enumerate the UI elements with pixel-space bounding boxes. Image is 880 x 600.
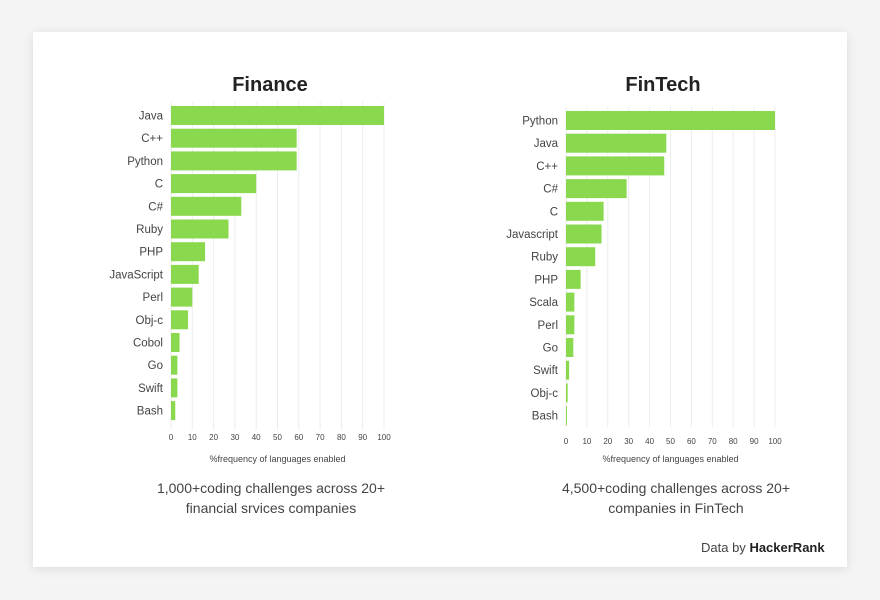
fintech-category-label: Javascript — [506, 229, 559, 241]
fintech-x-tick-label: 80 — [729, 437, 738, 446]
fintech-x-tick-label: 30 — [624, 437, 633, 446]
finance-bar — [171, 287, 193, 307]
fintech-bar — [566, 133, 667, 153]
fintech-bar — [566, 360, 570, 380]
fintech-bar — [566, 179, 627, 199]
fintech-bar-chart: 0 10 20 30 40 50 60 70 80 90 100 Python Java C++ C# C Ja… — [506, 107, 782, 464]
fintech-x-axis-title: %frequency of languages enabled — [602, 454, 738, 464]
finance-x-axis-title: %frequency of languages enabled — [209, 454, 345, 464]
fintech-x-tick-label: 90 — [750, 437, 759, 446]
fintech-x-tick-label: 20 — [603, 437, 612, 446]
fintech-x-tick-label: 100 — [768, 437, 782, 446]
fintech-category-label: Java — [534, 138, 559, 150]
finance-category-label: Java — [139, 111, 164, 123]
finance-category-label: Perl — [143, 292, 163, 304]
finance-category-label: C++ — [141, 133, 163, 145]
fintech-category-label: Ruby — [531, 252, 558, 264]
fintech-bar — [566, 156, 665, 176]
fintech-x-tick-label: 50 — [666, 437, 675, 446]
fintech-bar — [566, 292, 575, 312]
fintech-x-tick-label: 0 — [564, 437, 569, 446]
fintech-bar — [566, 111, 775, 130]
finance-caption: 1,000+coding challenges across 20+ finan… — [121, 478, 421, 518]
fintech-category-label: Go — [543, 343, 558, 355]
finance-x-tick-label: 50 — [273, 433, 282, 442]
finance-category-label: JavaScript — [109, 269, 163, 281]
finance-category-label: Python — [127, 156, 163, 168]
fintech-bar — [566, 315, 575, 335]
finance-chart-title: Finance — [232, 74, 308, 96]
data-credit: Data by HackerRank — [701, 540, 825, 555]
fintech-caption-line-1: 4,500+coding challenges across 20+ — [561, 480, 791, 496]
fintech-category-label: C# — [543, 184, 558, 196]
finance-bar — [171, 106, 384, 125]
finance-bar — [171, 310, 189, 330]
credit-brand: HackerRank — [749, 540, 825, 555]
fintech-bar — [566, 201, 604, 221]
finance-x-tick-label: 0 — [169, 433, 174, 442]
finance-x-tick-label: 10 — [188, 433, 197, 442]
fintech-x-tick-label: 70 — [708, 437, 717, 446]
finance-x-tick-label: 100 — [377, 433, 391, 442]
finance-category-label: PHP — [139, 247, 163, 259]
fintech-category-label: Scala — [529, 297, 558, 309]
finance-category-label: C — [155, 179, 163, 191]
finance-category-label: Swift — [138, 383, 164, 395]
finance-category-label: C# — [148, 201, 163, 213]
finance-bar — [171, 151, 297, 171]
finance-bar — [171, 264, 199, 284]
finance-bar — [171, 401, 176, 421]
finance-x-tick-label: 70 — [316, 433, 325, 442]
finance-x-tick-label: 60 — [294, 433, 303, 442]
fintech-bar — [566, 383, 568, 403]
finance-x-tick-label: 40 — [252, 433, 261, 442]
fintech-bar — [566, 406, 567, 426]
finance-category-label: Cobol — [133, 338, 163, 350]
finance-bar — [171, 219, 229, 239]
fintech-category-label: Python — [522, 116, 558, 128]
finance-bar — [171, 333, 180, 352]
finance-bar — [171, 242, 206, 262]
finance-x-tick-label: 90 — [358, 433, 367, 442]
fintech-x-tick-label: 10 — [582, 437, 591, 446]
finance-caption-line-2: financial srvices companies — [185, 500, 357, 516]
fintech-category-label: Bash — [532, 411, 558, 423]
fintech-caption: 4,500+coding challenges across 20+ compa… — [526, 478, 826, 518]
finance-bar — [171, 355, 178, 375]
finance-bar — [171, 174, 257, 194]
fintech-category-label: C++ — [536, 161, 558, 173]
fintech-chart-title: FinTech — [625, 74, 701, 96]
finance-x-tick-label: 20 — [209, 433, 218, 442]
fintech-category-label: Perl — [538, 320, 558, 332]
fintech-x-tick-label: 40 — [645, 437, 654, 446]
finance-category-label: Obj-c — [136, 315, 164, 327]
finance-category-label: Go — [148, 360, 163, 372]
finance-x-tick-label: 30 — [230, 433, 239, 442]
finance-bar — [171, 128, 297, 148]
fintech-category-label: Swift — [533, 365, 559, 377]
finance-category-label: Ruby — [136, 224, 163, 236]
finance-bar — [171, 196, 242, 216]
fintech-bar — [566, 338, 574, 357]
finance-x-tick-label: 80 — [337, 433, 346, 442]
fintech-category-label: C — [550, 206, 558, 218]
fintech-bar — [566, 224, 602, 244]
fintech-category-label: PHP — [534, 274, 558, 286]
finance-caption-line-1: 1,000+coding challenges across 20+ — [156, 480, 386, 496]
credit-prefix: Data by — [701, 540, 746, 555]
fintech-x-tick-label: 60 — [687, 437, 696, 446]
fintech-bar — [566, 247, 596, 267]
fintech-bar — [566, 269, 581, 289]
fintech-caption-line-2: companies in FinTech — [608, 500, 744, 516]
fintech-category-label: Obj-c — [531, 388, 559, 400]
finance-category-label: Bash — [137, 406, 163, 418]
chart-card: Finance 0 10 20 30 40 50 60 70 80 90 100 Java C++ Pyt… — [33, 32, 847, 567]
finance-bar — [171, 378, 178, 398]
finance-bar-chart: 0 10 20 30 40 50 60 70 80 90 100 Java C++ Python C C# Ru… — [109, 102, 391, 464]
